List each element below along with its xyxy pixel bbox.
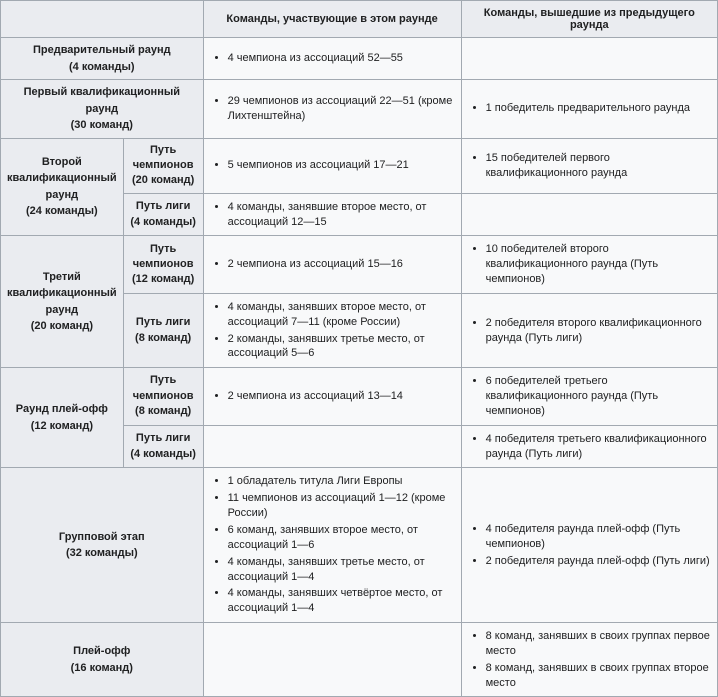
list-item: 4 чемпиона из ассоциаций 52—55 [228,51,455,66]
advancing-cell: 4 победителя третьего квалификационного … [461,425,717,468]
entering-cell: 4 команды, занявшие второе место, от асс… [203,193,461,236]
round-label: Третий квалификационный раунд(20 команд) [1,236,124,368]
list-item: 8 команд, занявших в своих группах второ… [486,661,711,691]
list-item: 1 обладатель титула Лиги Европы [228,474,455,489]
list-item: 4 команды, занявших четвёртое место, от … [228,586,455,616]
path-label: Путь чемпионов(12 команд) [123,236,203,294]
advancing-cell: 6 победителей третьего квалификационного… [461,368,717,426]
advancing-cell: 2 победителя второго квалификационного р… [461,293,717,367]
list-item: 4 команды, занявших третье место, от асс… [228,555,455,585]
list-item: 4 победителя третьего квалификационного … [486,432,711,462]
path-label: Путь чемпионов(20 команд) [123,138,203,193]
table-row: Предварительный раунд(4 команды) 4 чемпио… [1,38,718,80]
table-row: Групповой этап(32 команды)1 обладатель т… [1,468,718,623]
table-row: Первый квалификационный раунд(30 команд)… [1,80,718,139]
round-label: Второй квалификационный раунд(24 команды… [1,138,124,236]
round-label: Первый квалификационный раунд(30 команд) [1,80,204,139]
advancing-cell [461,193,717,236]
header-advancing: Команды, вышедшие из предыдущего раунда [461,1,717,38]
advancing-cell: 15 победителей первого квалификационного… [461,138,717,193]
advancing-cell: 4 победителя раунда плей-офф (Путь чемпи… [461,468,717,623]
list-item: 2 чемпиона из ассоциаций 15—16 [228,257,455,272]
list-item: 4 победителя раунда плей-офф (Путь чемпи… [486,522,711,552]
entering-cell [203,425,461,468]
path-label: Путь лиги(4 команды) [123,193,203,236]
tournament-rounds-table: Команды, участвующие в этом раунде Коман… [0,0,718,697]
table-row: Раунд плей-офф(12 команд)Путь чемпионов(… [1,368,718,426]
list-item: 5 чемпионов из ассоциаций 17—21 [228,158,455,173]
list-item: 29 чемпионов из ассоциаций 22—51 (кроме … [228,94,455,124]
table-row: Третий квалификационный раунд(20 команд)… [1,236,718,294]
round-label: Раунд плей-офф(12 команд) [1,368,124,468]
path-label: Путь лиги(4 команды) [123,425,203,468]
list-item: 10 победителей второго квалификационного… [486,242,711,287]
list-item: 2 чемпиона из ассоциаций 13—14 [228,389,455,404]
round-label: Групповой этап(32 команды) [1,468,204,623]
advancing-cell: 1 победитель предварительного раунда [461,80,717,139]
list-item: 6 победителей третьего квалификационного… [486,374,711,419]
table-row: Второй квалификационный раунд(24 команды… [1,138,718,193]
entering-cell: 4 команды, занявших второе место, от асс… [203,293,461,367]
entering-cell: 5 чемпионов из ассоциаций 17—21 [203,138,461,193]
list-item: 15 победителей первого квалификационного… [486,151,711,181]
table-row: Плей-офф(16 команд) 8 команд, занявших в … [1,623,718,697]
entering-cell: 1 обладатель титула Лиги Европы 11 чемпио… [203,468,461,623]
path-label: Путь лиги(8 команд) [123,293,203,367]
advancing-cell: 8 команд, занявших в своих группах перво… [461,623,717,697]
list-item: 1 победитель предварительного раунда [486,101,711,116]
list-item: 11 чемпионов из ассоциаций 1—12 (кроме Р… [228,491,455,521]
round-label: Плей-офф(16 команд) [1,623,204,697]
list-item: 4 команды, занявших второе место, от асс… [228,300,455,330]
header-entering: Команды, участвующие в этом раунде [203,1,461,38]
header-row: Команды, участвующие в этом раунде Коман… [1,1,718,38]
list-item: 2 победителя второго квалификационного р… [486,316,711,346]
path-label: Путь чемпионов(8 команд) [123,368,203,426]
list-item: 8 команд, занявших в своих группах перво… [486,629,711,659]
list-item: 2 победителя раунда плей-офф (Путь лиги) [486,554,711,569]
entering-cell: 2 чемпиона из ассоциаций 13—14 [203,368,461,426]
list-item: 4 команды, занявшие второе место, от асс… [228,200,455,230]
entering-cell [203,623,461,697]
advancing-cell: 10 победителей второго квалификационного… [461,236,717,294]
entering-cell: 4 чемпиона из ассоциаций 52—55 [203,38,461,80]
advancing-cell [461,38,717,80]
round-label: Предварительный раунд(4 команды) [1,38,204,80]
header-blank [1,1,204,38]
entering-cell: 29 чемпионов из ассоциаций 22—51 (кроме … [203,80,461,139]
list-item: 2 команды, занявших третье место, от асс… [228,332,455,362]
entering-cell: 2 чемпиона из ассоциаций 15—16 [203,236,461,294]
list-item: 6 команд, занявших второе место, от ассо… [228,523,455,553]
